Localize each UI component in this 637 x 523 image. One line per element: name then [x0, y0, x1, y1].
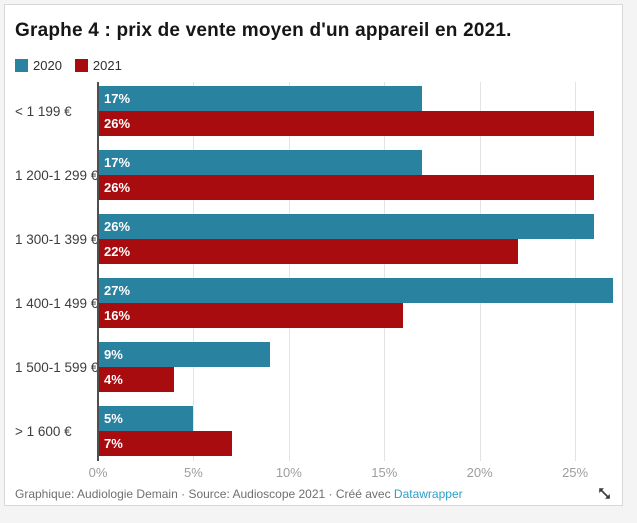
x-tick-label: 15%	[371, 465, 398, 480]
gridline-25%	[575, 82, 577, 461]
bar-group: 5% 7%	[98, 406, 619, 456]
bar-chart: 17% 26% 17% 26% 26% 22% 27% 16% 9% 4% 5% 7% < 1 199…	[5, 82, 624, 482]
legend-swatch-icon	[15, 59, 28, 72]
bar-2020: 27%	[98, 278, 614, 303]
bar-value-label: 17%	[104, 155, 131, 170]
x-tick-label: 25%	[562, 465, 589, 480]
category-label: < 1 199 €	[15, 103, 72, 119]
bar-group: 17% 26%	[98, 150, 619, 200]
category-labels: < 1 199 € 1 200-1 299 € 1 300-1 399 € 1 400…	[15, 86, 99, 456]
x-tick-label: 10%	[275, 465, 302, 480]
bar-group: 9% 4%	[98, 342, 619, 392]
resize-handle-icon[interactable]	[598, 487, 612, 501]
bar-2021: 7%	[98, 431, 232, 456]
datawrapper-link[interactable]: Datawrapper	[393, 487, 463, 501]
bar-2020: 5%	[98, 406, 194, 431]
category-label: 1 200-1 299 €	[15, 167, 99, 183]
gridline-5%	[193, 82, 195, 461]
legend-swatch-icon	[74, 59, 88, 72]
x-axis-labels: 0% 5% 10% 15% 20% 25%	[89, 465, 619, 481]
bar-value-label: 27%	[104, 283, 131, 298]
category-label: 1 400-1 499 €	[15, 295, 99, 311]
bar-2020: 17%	[98, 150, 423, 175]
bar-group: 26% 22%	[98, 214, 619, 264]
gridlines	[97, 82, 619, 461]
category-label: 1 500-1 599 €	[15, 359, 99, 375]
footer-attribution: Graphique: Audiologie Demain · Source: A…	[15, 487, 614, 501]
gridline-10%	[288, 82, 290, 461]
category-label: 1 300-1 399 €	[15, 231, 99, 247]
x-tick-label: 5%	[184, 465, 203, 480]
bar-value-label: 26%	[104, 116, 131, 131]
bar-value-label: 22%	[104, 244, 131, 259]
legend-item-2020: 2020	[15, 58, 62, 73]
bar-value-label: 4%	[104, 372, 123, 387]
axis-baseline	[97, 82, 99, 461]
bar-group: 27% 16%	[98, 278, 619, 328]
bar-2021: 16%	[98, 303, 404, 328]
bar-2020: 17%	[98, 86, 423, 111]
bar-value-label: 7%	[104, 436, 123, 451]
legend-item-2021: 2021	[74, 58, 122, 73]
bar-group: 17% 26%	[98, 86, 619, 136]
category-label: > 1 600 €	[15, 423, 72, 439]
bar-2021: 26%	[98, 175, 595, 200]
gridline-20%	[479, 82, 481, 461]
bar-2021: 22%	[98, 239, 518, 264]
bar-value-label: 5%	[104, 411, 123, 426]
chart-title: Graphe 4 : prix de vente moyen d'un appa…	[15, 20, 512, 41]
x-tick-label: 20%	[466, 465, 493, 480]
bar-2021: 26%	[98, 111, 595, 136]
gridline-15%	[384, 82, 386, 461]
footer-text: Graphique: Audiologie Demain · Source: A…	[15, 487, 391, 501]
legend-label: 2020	[33, 58, 62, 73]
bar-2021: 4%	[98, 367, 175, 392]
bar-rows: 17% 26% 17% 26% 26% 22% 27% 16% 9% 4% 5% 7%	[98, 86, 619, 456]
bar-2020: 26%	[98, 214, 595, 239]
bar-value-label: 17%	[104, 91, 131, 106]
legend-label: 2021	[92, 58, 122, 73]
chart-card: Graphe 4 : prix de vente moyen d'un appa…	[4, 4, 623, 506]
bar-2020: 9%	[98, 342, 270, 367]
x-tick-label: 0%	[88, 465, 108, 480]
bar-value-label: 9%	[104, 347, 123, 362]
legend: 2020 2021	[15, 58, 135, 73]
bar-value-label: 26%	[104, 180, 131, 195]
bar-value-label: 16%	[104, 308, 131, 323]
bar-value-label: 26%	[104, 219, 131, 234]
